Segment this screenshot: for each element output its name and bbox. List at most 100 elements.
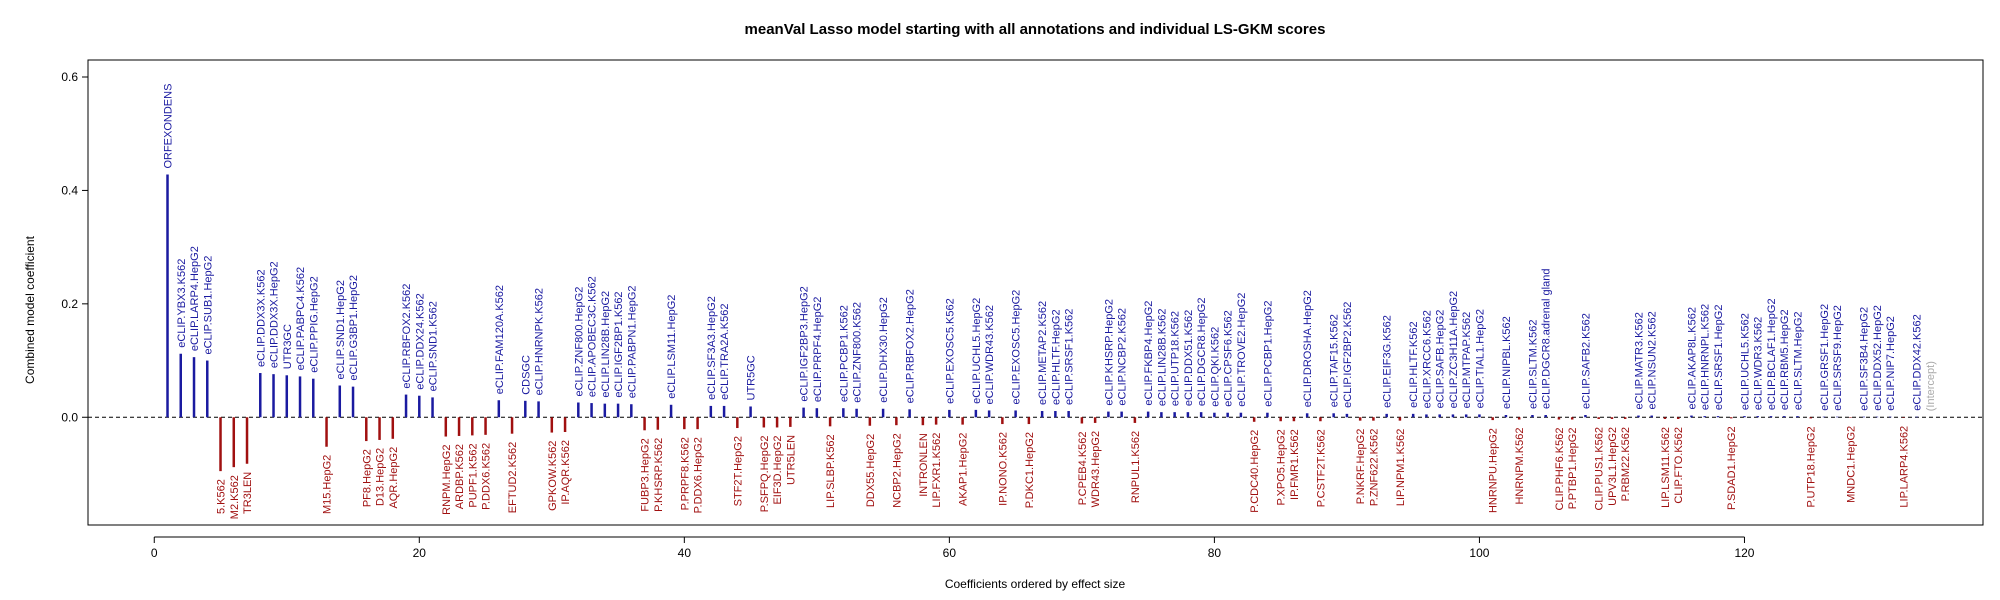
bar-label: eCLIP.HNRNPL.K562 (1700, 304, 1712, 410)
bar-label: eCLIP.EXOSC5.K562 (944, 298, 956, 404)
x-tick-label: 80 (1208, 546, 1222, 560)
bar-label: P.CDC40.HepG2 (1249, 430, 1261, 513)
bar-label: P.NKRF.HepG2 (1355, 429, 1367, 505)
bar-label: IP.FMR1.K562 (1289, 429, 1301, 500)
bar-label: 5.K562 (216, 479, 228, 514)
bar-label: eCLIP.LIN28B.HepG2 (600, 291, 612, 398)
bar-label: LIP.NPM1.K562 (1395, 429, 1407, 506)
bar-label: eCLIP.CPSF6.K562 (1223, 310, 1235, 406)
bar-label: eCLIP.SND1.HepG2 (335, 280, 347, 379)
bar-label: eCLIP.UTP18.K562 (1170, 311, 1182, 406)
bar-label: LIP.FXR1.K562 (931, 433, 943, 508)
bar-label: eCLIP.PABPC4.K562 (295, 267, 307, 371)
bar-label: eCLIP.SF3A3.HepG2 (706, 296, 718, 400)
bar-label: P.RBM22.K562 (1620, 427, 1632, 501)
x-tick-label: 20 (413, 546, 427, 560)
bar-label: eCLIP.LIN28B.K562 (1156, 308, 1168, 406)
bar-label: eCLIP.SLTM.HepG2 (1792, 311, 1804, 410)
bar-label: CLIP.FTO.K562 (1673, 427, 1685, 504)
bar-label: UTR5GC (746, 355, 758, 400)
bar-label: P.CSTF2T.K562 (1315, 429, 1327, 507)
bar-label: EIF3D.HepG2 (772, 435, 784, 504)
bar-label: EFTUD2.K562 (507, 442, 519, 514)
bar-label: (Intercept) (1925, 361, 1937, 411)
bar-label: eCLIP.HLTF.HepG2 (1050, 309, 1062, 405)
bar-label: DDX55.HepG2 (865, 434, 877, 507)
bar-label: eCLIP.SF3B4.HepG2 (1859, 307, 1871, 411)
bar-label: AKAP1.HepG2 (958, 433, 970, 506)
bar-label: M15.HepG2 (322, 455, 334, 514)
bar-label: eCLIP.PPIG.HepG2 (308, 276, 320, 372)
bar-label: P.XPO5.HepG2 (1276, 429, 1288, 505)
bar-label: INTRONLEN (918, 433, 930, 497)
bar-label: eCLIP.PRPF4.HepG2 (812, 297, 824, 403)
x-axis-label: Coefficients ordered by effect size (945, 577, 1126, 591)
bar-label: eCLIP.MATR3.K562 (1633, 312, 1645, 409)
bar-label: HNRNPU.HepG2 (1488, 428, 1500, 513)
bar-label: GPKOW.K562 (547, 441, 559, 511)
bar-label: eCLIP.TAF15.K562 (1329, 314, 1341, 407)
bar-label: P.ZNF622.K562 (1368, 429, 1380, 506)
bar-label: eCLIP.LARP4.HepG2 (189, 246, 201, 351)
bar-label: IP.NONO.K562 (997, 432, 1009, 506)
bar-label: CLIP.PUS1.K562 (1594, 427, 1606, 511)
chart-title: meanVal Lasso model starting with all an… (745, 21, 1326, 38)
bar-label: FUBP3.HepG2 (640, 438, 652, 511)
bar-label: RNPM.HepG2 (441, 445, 453, 515)
bar-label: P.SDAD1.HepG2 (1726, 426, 1738, 510)
bar-label: eCLIP.IGF2BP2.K562 (1342, 302, 1354, 408)
bar-label: eCLIP.SAFB.HepG2 (1435, 310, 1447, 409)
bar-label: UTR3GC (282, 324, 294, 369)
bar-label: P.CPEB4.K562 (1077, 431, 1089, 505)
bar-label: eCLIP.LSM11.HepG2 (666, 295, 678, 399)
bar-label: eCLIP.WDR43.K562 (984, 305, 996, 404)
bar-label: NCBP2.HepG2 (891, 433, 903, 508)
bar-label: eCLIP.NIP7.HepG2 (1885, 316, 1897, 411)
x-tick-label: 120 (1734, 546, 1754, 560)
bar-label: P.SFPQ.HepG2 (759, 435, 771, 512)
bar-label: eCLIP.SND1.K562 (428, 301, 440, 391)
bar-label: HNRNPM.K562 (1514, 428, 1526, 505)
bar-label: STF2T.HepG2 (732, 436, 744, 506)
bar-label: eCLIP.MTPAP.K562 (1461, 312, 1473, 409)
bar-label: eCLIP.NIPBL.K562 (1501, 316, 1513, 409)
bar-label: P.DDX6.HepG2 (693, 437, 705, 513)
y-axis-label: Combined model coefficient (23, 235, 37, 384)
bar-label: eCLIP.RBM5.HepG2 (1779, 309, 1791, 410)
bar-label: eCLIP.EIF3G.K562 (1382, 315, 1394, 408)
bar-label: eCLIP.DGCR8.adrenal gland (1541, 269, 1553, 409)
bar-label: eCLIP.RBFOX2.HepG2 (905, 289, 917, 403)
bar-label: eCLIP.ZNF800.K562 (852, 302, 864, 403)
chart-marks: 0.0 0.2 0.4 0.6 0 20 40 60 80 100 120 ORFEXONDENS eC… (61, 70, 1983, 560)
bar-label: eCLIP.DDX51.K562 (1183, 310, 1195, 406)
bar-label: eCLIP.KHSRP.HepG2 (1103, 299, 1115, 406)
bar-label: eCLIP.NCBP2.K562 (1117, 308, 1129, 406)
bar-label: eCLIP.TROVE2.HepG2 (1236, 293, 1248, 407)
bar-label: eCLIP.SLTM.K562 (1527, 320, 1539, 409)
bar-label: eCLIP.XRCC6.K562 (1421, 310, 1433, 408)
y-tick-label: 0.4 (61, 183, 78, 197)
bar-label: LIP.LARP4.K562 (1898, 426, 1910, 508)
bar-label: eCLIP.DDX24.K562 (414, 293, 426, 389)
bar-label: eCLIP.QKI.K562 (1209, 327, 1221, 407)
bar-label: eCLIP.UCHL5.HepG2 (971, 298, 983, 404)
bar-label: eCLIP.DHX30.HepG2 (878, 297, 890, 403)
bar-label: LIP.LSM11.K562 (1660, 427, 1672, 508)
bar-label: AQR.HepG2 (388, 447, 400, 509)
bar-label: eCLIP.NSUN2.K562 (1647, 311, 1659, 409)
x-tick-label: 0 (151, 546, 158, 560)
bar-label: eCLIP.BCLAF1.HepG2 (1766, 298, 1778, 410)
bar-label: eCLIP.GRSF1.HepG2 (1819, 304, 1831, 411)
bar-label: eCLIP.PCBP1.HepG2 (1262, 301, 1274, 407)
bar-label: eCLIP.DGCR8.HepG2 (1196, 298, 1208, 407)
bar-label: eCLIP.TRA2A.K562 (719, 303, 731, 399)
bar-label: ORFEXONDENS (163, 84, 175, 169)
bar-label: eCLIP.HLTF.K562 (1408, 321, 1420, 407)
bar-label: eCLIP.DDX52.HepG2 (1872, 305, 1884, 411)
bar-label: CDSGC (520, 355, 532, 395)
bar-label: RNPUL1.K562 (1130, 431, 1142, 503)
y-tick-label: 0.2 (61, 297, 78, 311)
bar-label: eCLIP.SAFB2.K562 (1580, 313, 1592, 409)
bar-label: LIP.SLBP.K562 (825, 434, 837, 508)
bar-label: P.PRPF8.K562 (679, 437, 691, 510)
